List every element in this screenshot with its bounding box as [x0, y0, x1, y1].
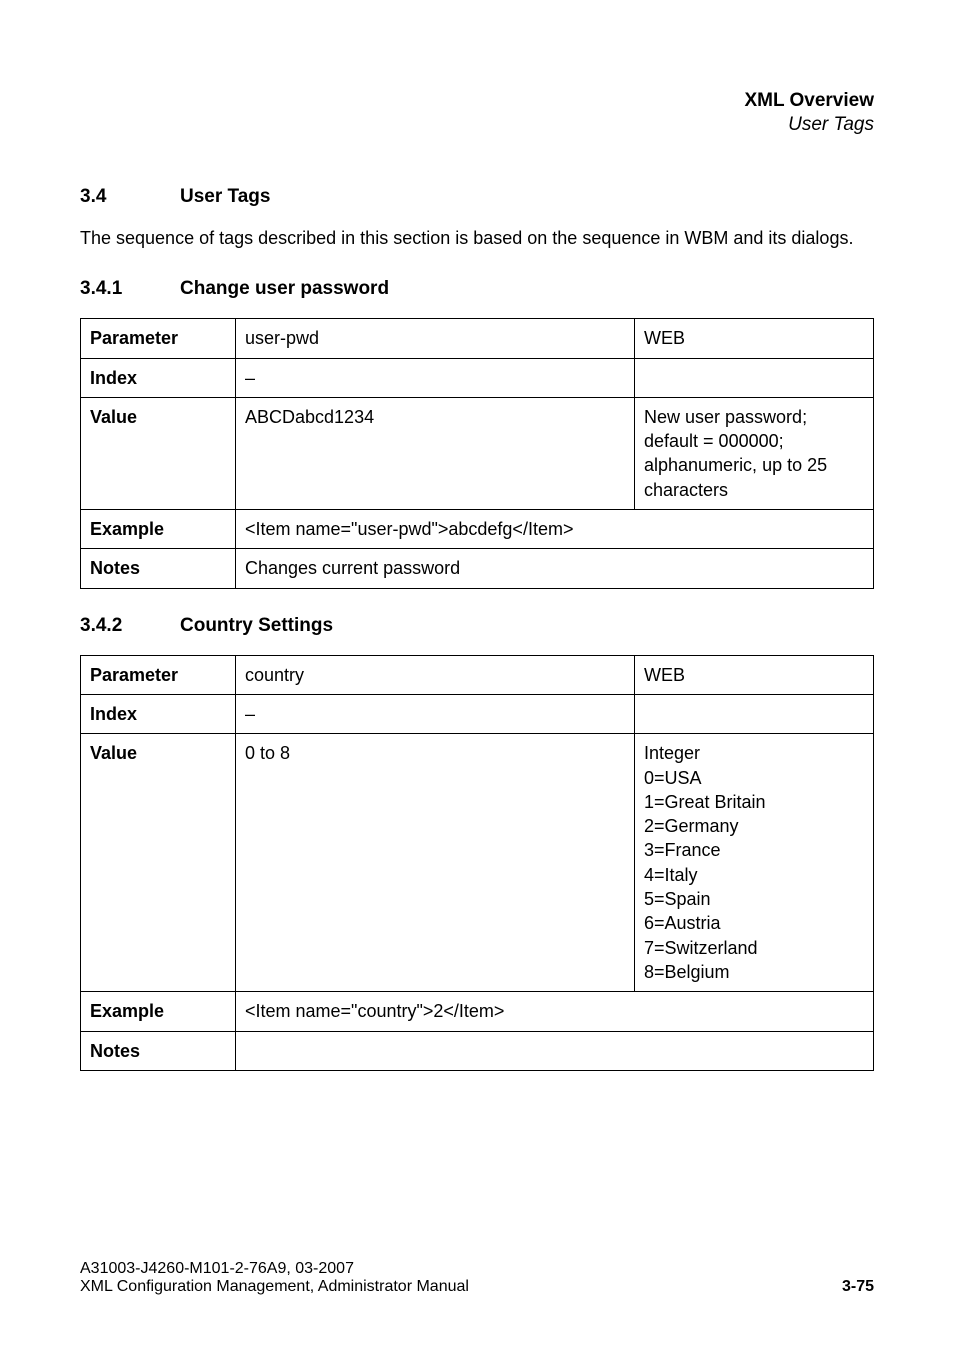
table-row: Parameter country WEB: [81, 655, 874, 694]
cell-value-desc: Integer 0=USA 1=Great Britain 2=Germany …: [635, 734, 874, 992]
section-main-heading: 3.4User Tags: [80, 186, 874, 208]
cell-notes-val: Changes current password: [236, 549, 874, 588]
section-main-title: User Tags: [180, 186, 270, 207]
cell-example-val: <Item name="country">2</Item>: [236, 992, 874, 1031]
table-country-settings: Parameter country WEB Index – Value 0 to…: [80, 655, 874, 1071]
section-main-num: 3.4: [80, 186, 180, 208]
section-2-heading: 3.4.2Country Settings: [80, 615, 874, 637]
page-footer: A31003-J4260-M101-2-76A9, 03-2007 XML Co…: [80, 1260, 874, 1296]
cell-index-label: Index: [81, 358, 236, 397]
table-row: Value 0 to 8 Integer 0=USA 1=Great Brita…: [81, 734, 874, 992]
cell-index-label: Index: [81, 694, 236, 733]
table-row: Index –: [81, 358, 874, 397]
cell-value-label: Value: [81, 734, 236, 992]
section-2-num: 3.4.2: [80, 615, 180, 637]
table-row: Notes: [81, 1031, 874, 1070]
cell-value-val: ABCDabcd1234: [236, 397, 635, 509]
cell-value-val: 0 to 8: [236, 734, 635, 992]
section-1-title: Change user password: [180, 278, 389, 299]
table-row: Notes Changes current password: [81, 549, 874, 588]
footer-page-number: 3-75: [842, 1278, 874, 1296]
section-main-intro: The sequence of tags described in this s…: [80, 226, 874, 250]
table-row: Example <Item name="country">2</Item>: [81, 992, 874, 1031]
cell-parameter-scope: WEB: [635, 655, 874, 694]
cell-parameter-scope: WEB: [635, 319, 874, 358]
cell-index-val: –: [236, 358, 635, 397]
cell-example-val: <Item name="user-pwd">abcdefg</Item>: [236, 510, 874, 549]
cell-parameter-name: country: [236, 655, 635, 694]
section-2-title: Country Settings: [180, 615, 333, 636]
cell-notes-label: Notes: [81, 549, 236, 588]
footer-line1: A31003-J4260-M101-2-76A9, 03-2007: [80, 1260, 874, 1278]
section-1-num: 3.4.1: [80, 278, 180, 300]
cell-example-label: Example: [81, 510, 236, 549]
table-row: Index –: [81, 694, 874, 733]
table-change-password: Parameter user-pwd WEB Index – Value ABC…: [80, 318, 874, 588]
cell-parameter-name: user-pwd: [236, 319, 635, 358]
footer-line2: XML Configuration Management, Administra…: [80, 1278, 469, 1295]
cell-index-val: –: [236, 694, 635, 733]
cell-index-desc: [635, 694, 874, 733]
cell-example-label: Example: [81, 992, 236, 1031]
cell-parameter-label: Parameter: [81, 319, 236, 358]
cell-value-label: Value: [81, 397, 236, 509]
header-title-italic: User Tags: [80, 114, 874, 136]
cell-notes-label: Notes: [81, 1031, 236, 1070]
section-1-heading: 3.4.1Change user password: [80, 278, 874, 300]
header-title-bold: XML Overview: [80, 90, 874, 112]
table-row: Parameter user-pwd WEB: [81, 319, 874, 358]
cell-value-desc: New user password; default = 000000; alp…: [635, 397, 874, 509]
cell-parameter-label: Parameter: [81, 655, 236, 694]
cell-notes-val: [236, 1031, 874, 1070]
table-row: Example <Item name="user-pwd">abcdefg</I…: [81, 510, 874, 549]
cell-index-desc: [635, 358, 874, 397]
table-row: Value ABCDabcd1234 New user password; de…: [81, 397, 874, 509]
page-header: XML Overview User Tags: [80, 90, 874, 136]
